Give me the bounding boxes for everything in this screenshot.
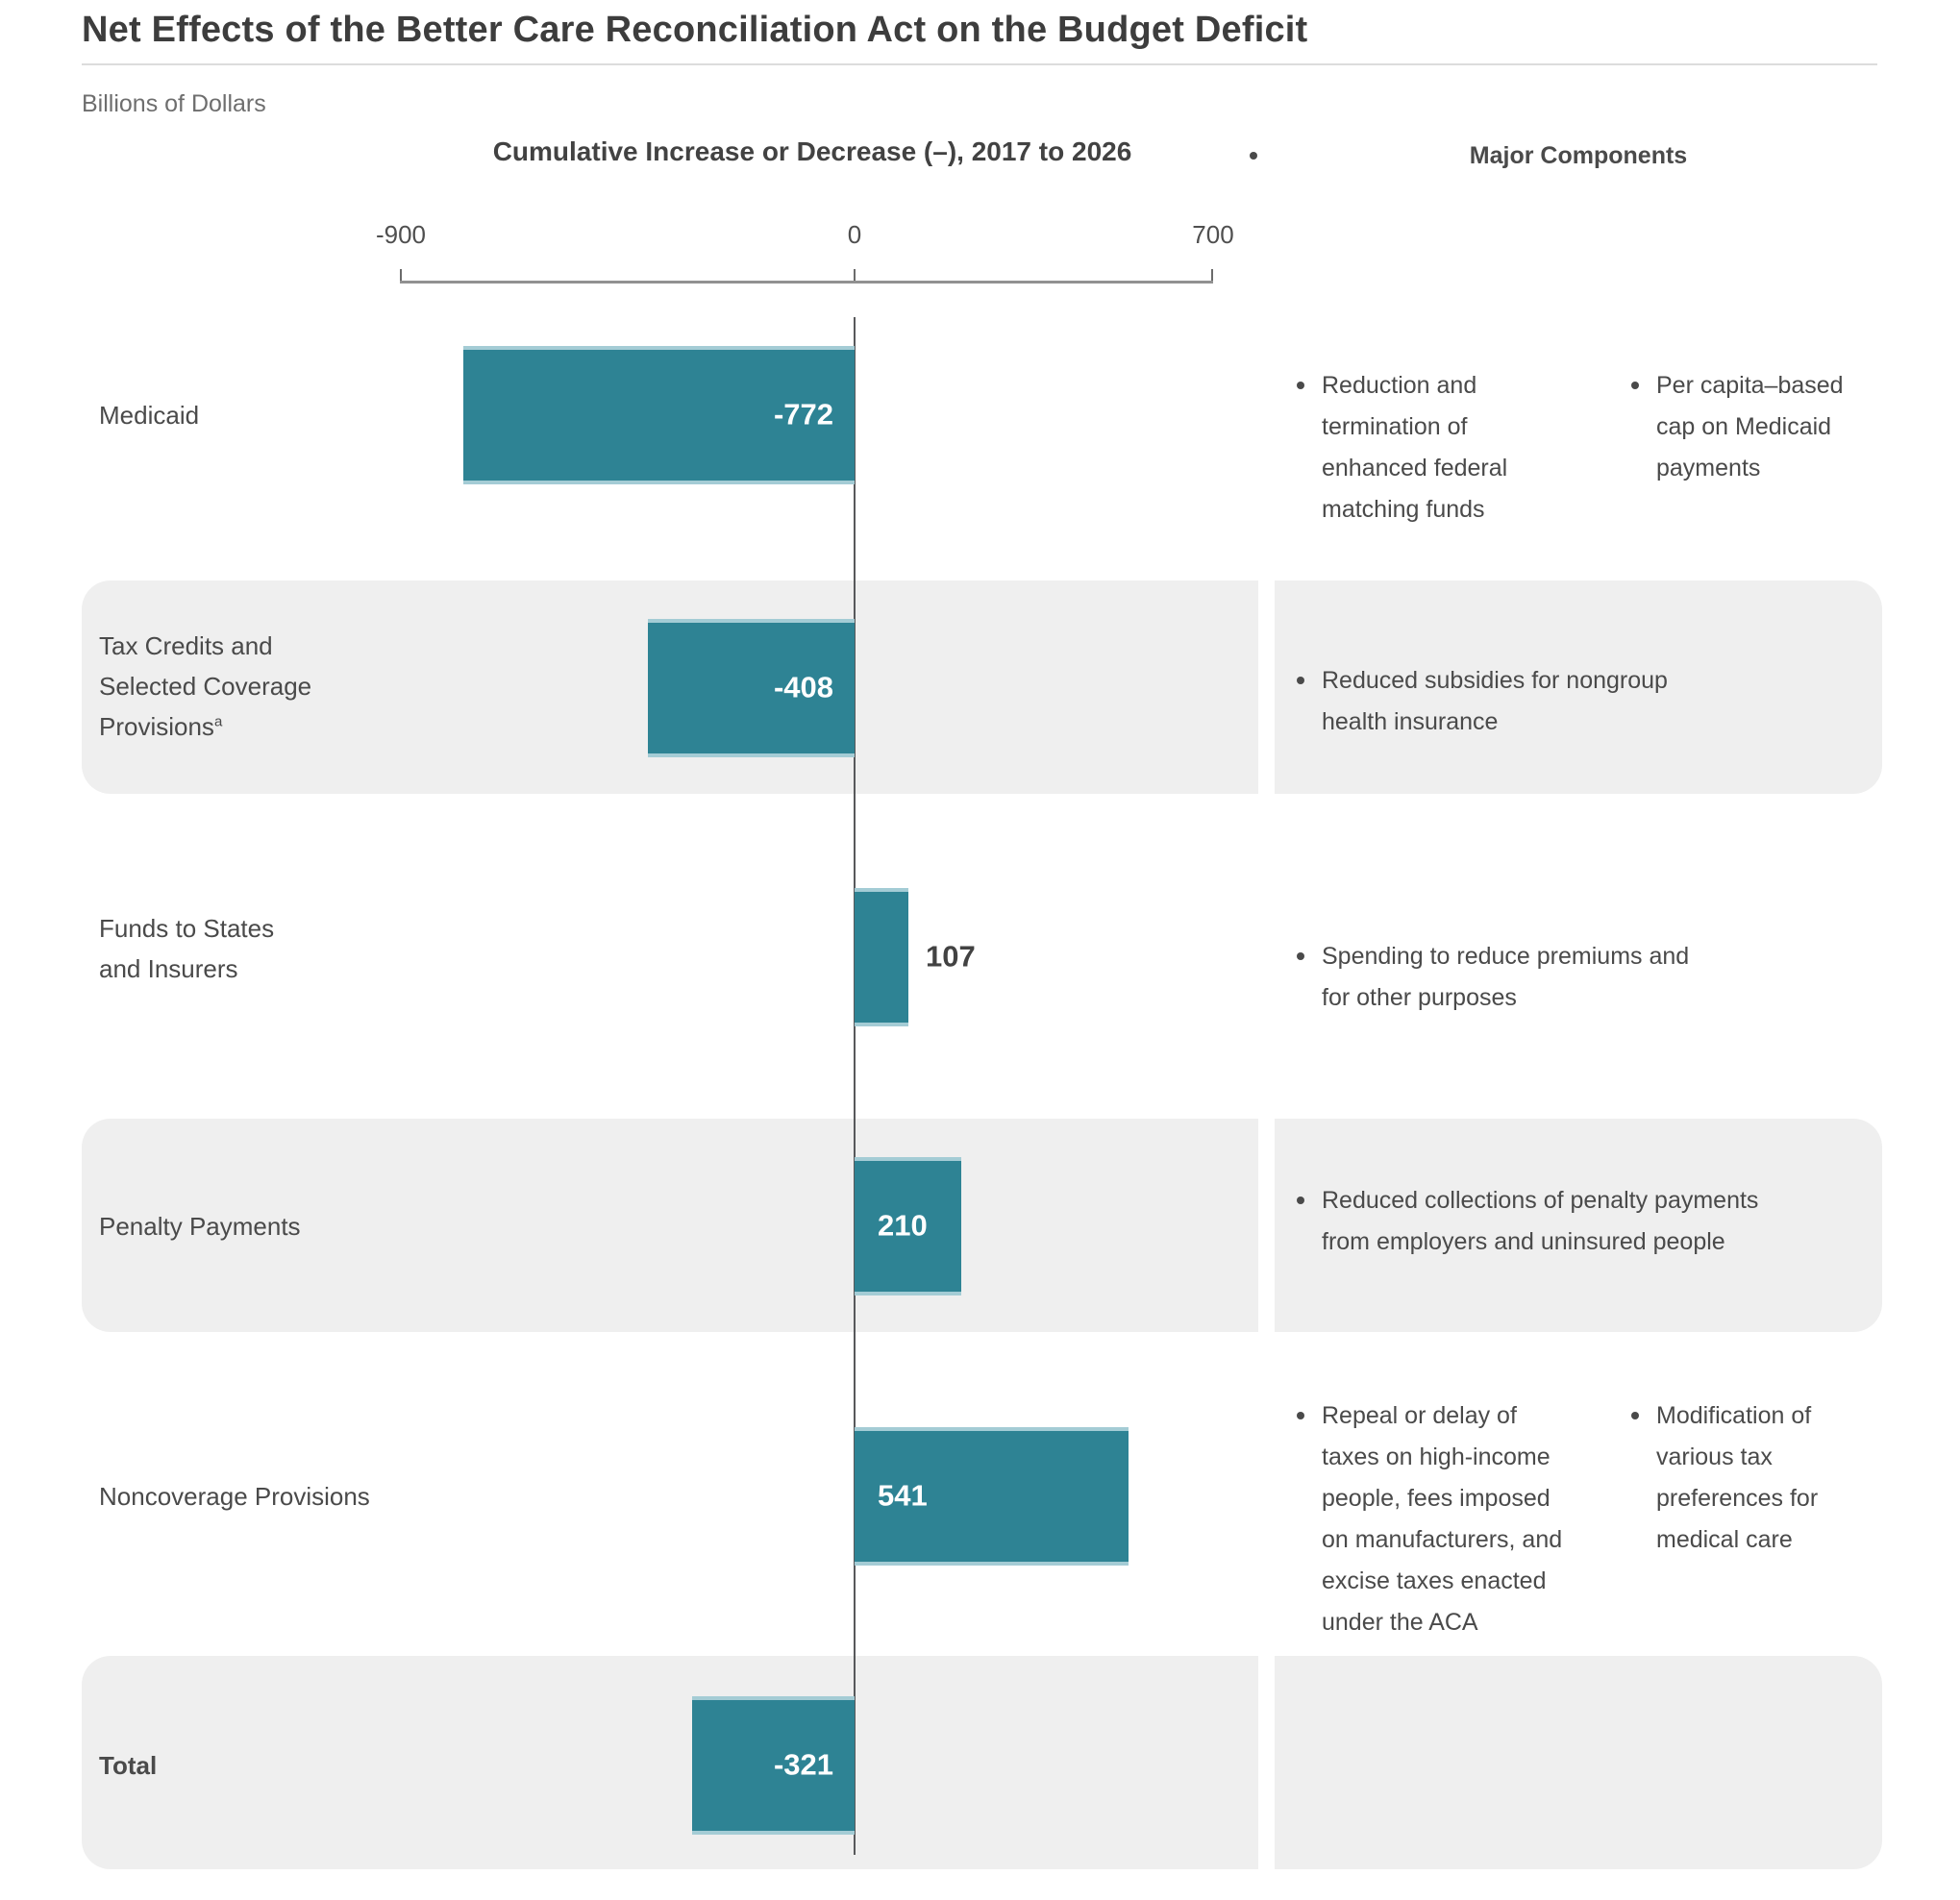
bar-value-label: 210 bbox=[878, 1208, 928, 1243]
axis-tick-label-min: -900 bbox=[375, 220, 427, 249]
bar-noncoverage: 541 bbox=[855, 1427, 1129, 1566]
bar-medicaid: -772 bbox=[463, 346, 855, 484]
bar-tax-credits: -408 bbox=[648, 619, 855, 757]
bar-value-label: -408 bbox=[773, 670, 833, 704]
row-band bbox=[82, 1119, 1258, 1332]
category-label-total: Total bbox=[99, 1751, 158, 1780]
footnote-marker: a bbox=[213, 713, 223, 730]
bar-penalty-payments: 210 bbox=[855, 1157, 961, 1295]
category-label-tax-credits: Tax Credits and Selected Coverage Provis… bbox=[99, 631, 312, 741]
component-bullet: Reduced collections of penalty payments … bbox=[1297, 1180, 1860, 1263]
category-label-funds-to-states: Funds to States and Insurers bbox=[99, 914, 275, 983]
component-bullet: Spending to reduce premiums and for othe… bbox=[1297, 936, 1860, 1019]
category-label-medicaid: Medicaid bbox=[99, 401, 200, 430]
row-band bbox=[1275, 580, 1882, 794]
component-bullet: Reduced subsidies for nongroup health in… bbox=[1297, 660, 1860, 743]
row-band bbox=[1275, 1656, 1882, 1869]
axis-tick-zero bbox=[854, 269, 856, 281]
row-band bbox=[1275, 1119, 1882, 1332]
axis-tick-label-zero: 0 bbox=[847, 220, 862, 249]
bar-value-label: -772 bbox=[773, 397, 833, 432]
bar-value-label: 541 bbox=[878, 1478, 928, 1513]
component-bullet: Reduction and termination of enhanced fe… bbox=[1297, 365, 1639, 531]
page-title: Net Effects of the Better Care Reconcili… bbox=[82, 10, 1308, 50]
title-divider bbox=[82, 63, 1877, 65]
units-label: Billions of Dollars bbox=[82, 90, 266, 117]
bar-funds-to-states: 107 bbox=[855, 888, 976, 1026]
bar-value-label: 107 bbox=[926, 939, 976, 974]
axis-tick-label-max: 700 bbox=[1192, 220, 1234, 249]
components-column-header: Major Components bbox=[1250, 136, 1882, 177]
chart-column-header: Cumulative Increase or Decrease (–), 201… bbox=[492, 136, 1132, 166]
category-label-noncoverage: Noncoverage Provisions bbox=[99, 1482, 370, 1511]
zero-baseline bbox=[854, 317, 856, 1855]
bar-total: -321 bbox=[692, 1696, 855, 1835]
axis-line bbox=[400, 281, 1213, 284]
bar-value-label: -321 bbox=[773, 1747, 833, 1782]
row-band bbox=[82, 1656, 1258, 1869]
axis-tick-max bbox=[1211, 269, 1213, 281]
component-bullet: Per capita–based cap on Medicaid payment… bbox=[1631, 365, 1906, 489]
axis-tick-min bbox=[400, 269, 402, 281]
component-bullet: Modification of various tax preferences … bbox=[1631, 1395, 1906, 1561]
category-label-penalty-payments: Penalty Payments bbox=[99, 1212, 301, 1241]
component-bullet: Repeal or delay of taxes on high-income … bbox=[1297, 1395, 1639, 1643]
